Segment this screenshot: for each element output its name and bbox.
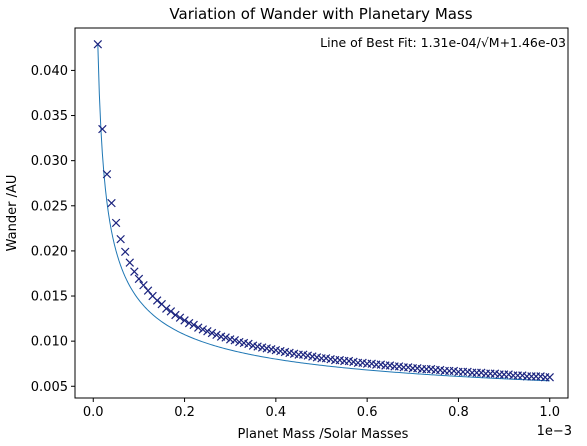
data-point	[111, 218, 121, 228]
data-point	[244, 339, 253, 349]
y-tick-label: 0.020	[31, 244, 68, 259]
axes	[74, 27, 569, 399]
data-point	[221, 333, 230, 342]
data-point	[102, 169, 112, 179]
data-point	[184, 318, 194, 328]
data-point	[545, 373, 554, 382]
y-tick-label: 0.035	[31, 109, 68, 124]
x-tick-label: 0.8	[448, 405, 469, 420]
data-point	[134, 274, 144, 284]
x-tick-label: 0.6	[357, 405, 378, 420]
data-point	[125, 258, 135, 267]
data-points	[93, 40, 554, 382]
data-point	[130, 267, 139, 276]
x-tick-label: 0.2	[174, 405, 195, 420]
data-point	[230, 336, 239, 345]
x-tick-label: 0.0	[83, 405, 104, 420]
y-tick-label: 0.025	[31, 199, 68, 214]
data-point	[171, 310, 180, 320]
y-axis-ticks: 0.005 0.010 0.015 0.020 0.025 0.030 0.035 0.040	[31, 64, 75, 395]
y-tick-label: 0.040	[31, 64, 68, 79]
data-point	[139, 280, 148, 290]
data-point	[107, 198, 116, 208]
x-tick-label: 1.0	[539, 405, 560, 420]
data-point	[120, 247, 130, 257]
data-point	[194, 323, 203, 332]
data-point	[175, 313, 185, 322]
data-point	[98, 124, 107, 134]
data-point	[93, 40, 103, 49]
fit-line-group	[97, 44, 550, 382]
data-point	[212, 330, 221, 340]
x-tick-label: 0.4	[266, 405, 287, 420]
chart-title: Variation of Wander with Planetary Mass	[169, 5, 472, 23]
plot-frame	[74, 27, 569, 399]
fit-line	[97, 44, 550, 382]
y-tick-label: 0.005	[31, 380, 68, 395]
x-axis-ticks: 0.0 0.2 0.4 0.6 0.8 1.0	[83, 398, 560, 420]
y-tick-label: 0.015	[31, 290, 68, 305]
fit-annotation: Line of Best Fit: 1.31e-04/√M+1.46e-03	[320, 35, 566, 50]
x-axis-offset-label: 1e−3	[537, 424, 572, 439]
data-point	[180, 316, 189, 325]
data-point	[203, 326, 212, 336]
data-point	[116, 234, 125, 244]
y-tick-label: 0.030	[31, 154, 68, 169]
data-point	[198, 325, 208, 334]
data-point	[189, 320, 198, 330]
data-point	[143, 286, 153, 295]
x-axis-label: Planet Mass /Solar Masses	[238, 427, 409, 442]
data-point	[162, 304, 171, 313]
data-point	[152, 296, 162, 305]
y-axis-label: Wander /AU	[5, 175, 20, 252]
data-point	[166, 307, 176, 316]
y-tick-label: 0.010	[31, 335, 68, 350]
data-point	[207, 328, 217, 338]
